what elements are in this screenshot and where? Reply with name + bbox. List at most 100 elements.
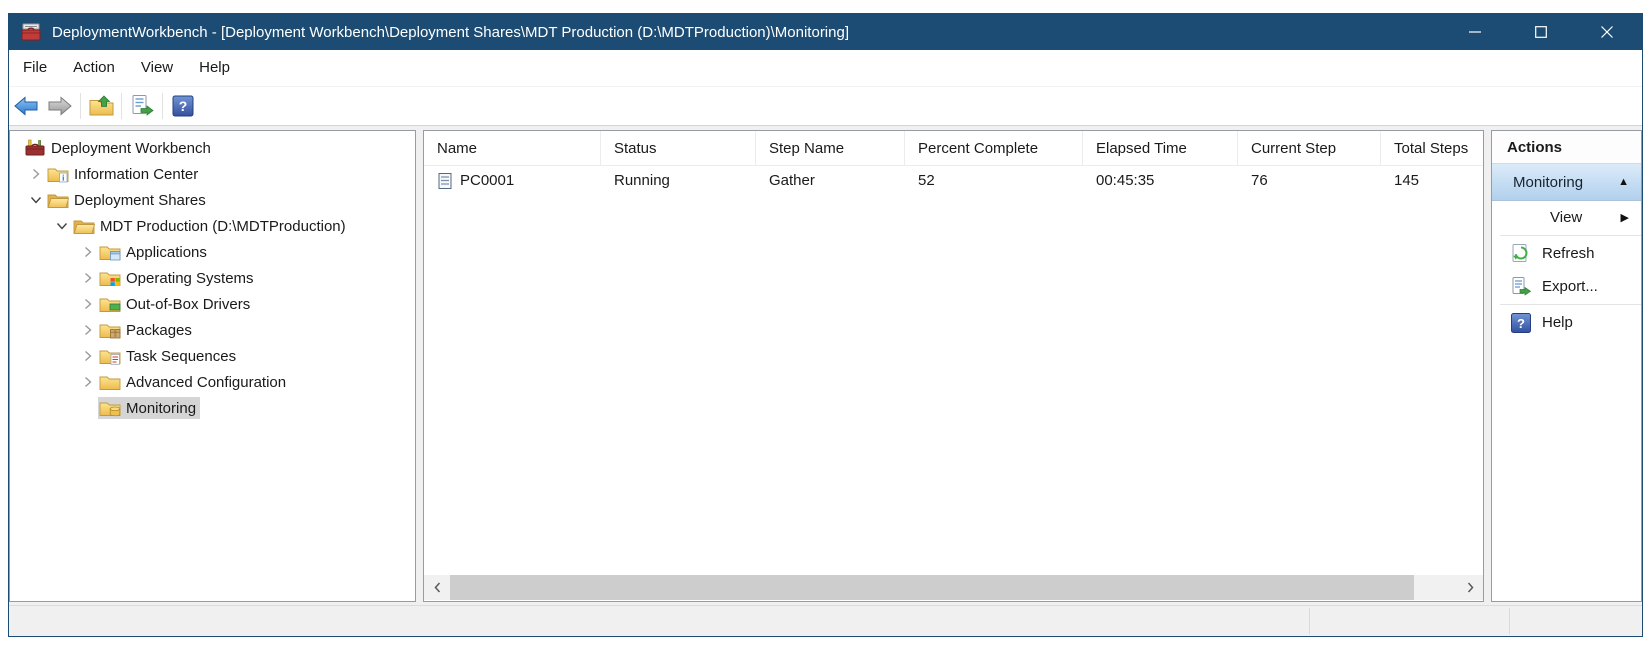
actions-separator (1500, 235, 1641, 236)
plain-folder-icon (99, 376, 121, 390)
column-header-total-steps[interactable]: Total Steps (1381, 131, 1483, 165)
tree-item-deployment-shares[interactable]: Deployment Shares (10, 187, 415, 213)
column-header-label: Step Name (769, 139, 845, 157)
chevron-collapsed-icon[interactable] (78, 320, 98, 340)
back-button[interactable] (9, 90, 43, 122)
chevron-collapsed-icon[interactable] (78, 242, 98, 262)
cell-status: Running (614, 172, 670, 189)
chevron-collapsed-icon[interactable] (78, 346, 98, 366)
horizontal-scrollbar[interactable] (424, 575, 1483, 600)
open-folder-icon (47, 194, 69, 208)
column-header-label: Total Steps (1394, 139, 1469, 157)
actions-group-label: Monitoring (1513, 173, 1584, 191)
menu-help[interactable]: Help (199, 59, 230, 76)
menu-view[interactable]: View (140, 59, 174, 76)
tree-item-advanced-configuration[interactable]: Advanced Configuration (10, 369, 415, 395)
tree-item-out-of-box-drivers[interactable]: Out-of-Box Drivers (10, 291, 415, 317)
action-refresh[interactable]: Refresh (1492, 237, 1641, 270)
action-label: Help (1542, 314, 1573, 331)
tree-item-mdt-production[interactable]: MDT Production (D:\MDTProduction) (10, 213, 415, 239)
column-header-label: Percent Complete (918, 139, 1039, 157)
column-header-label: Name (437, 139, 478, 157)
toolbar: ? (9, 87, 1642, 126)
forward-button[interactable] (43, 90, 77, 122)
tree-item-monitoring[interactable]: Monitoring (10, 395, 415, 421)
tree-item-label: Packages (126, 321, 192, 339)
help-button[interactable]: ? (166, 90, 200, 122)
tree-item-label: Operating Systems (126, 269, 254, 287)
cell-current-step: 76 (1251, 172, 1268, 189)
help-icon: ? (172, 95, 194, 117)
content-area: Deployment Workbench i Information Cente… (9, 127, 1642, 605)
cell-percent-complete: 52 (918, 172, 935, 189)
tree-item-packages[interactable]: Packages (10, 317, 415, 343)
action-export[interactable]: Export... (1492, 270, 1641, 303)
column-header-label: Elapsed Time (1096, 139, 1187, 157)
export-list-icon (132, 95, 154, 116)
svg-text:?: ? (179, 98, 188, 114)
toolbar-separator (121, 93, 122, 119)
tree-item-information-center[interactable]: i Information Center (10, 161, 415, 187)
cell-total-steps: 145 (1394, 172, 1420, 189)
toolbar-separator (162, 93, 163, 119)
tree-item-label: Task Sequences (126, 347, 237, 365)
menu-file[interactable]: File (23, 59, 48, 76)
tree-item-deployment-workbench[interactable]: Deployment Workbench (10, 135, 415, 161)
chevron-expanded-icon[interactable] (52, 216, 72, 236)
svg-text:i: i (62, 173, 65, 182)
action-label: View (1550, 209, 1583, 226)
column-header-name[interactable]: Name (424, 131, 601, 165)
column-header-status[interactable]: Status (601, 131, 756, 165)
action-help[interactable]: ? Help (1492, 306, 1641, 339)
chevron-collapsed-icon[interactable] (78, 268, 98, 288)
svg-text:?: ? (1517, 316, 1525, 331)
tree-item-task-sequences[interactable]: Task Sequences (10, 343, 415, 369)
status-bar-separator (1309, 608, 1310, 634)
menu-bar: File Action View Help (9, 50, 1642, 87)
refresh-icon (1512, 243, 1528, 262)
tree-selection-highlight: Monitoring (98, 397, 201, 419)
scrollbar-thumb[interactable] (450, 575, 1414, 600)
column-header-current-step[interactable]: Current Step (1238, 131, 1381, 165)
monitor-row-pc0001[interactable]: PC0001 Running Gather 52 00:45:35 76 145 (424, 166, 1483, 195)
window-title: DeploymentWorkbench - [Deployment Workbe… (52, 23, 849, 41)
column-header-label: Status (614, 139, 657, 157)
tree-item-label: Applications (126, 243, 207, 261)
scroll-right-button[interactable] (1457, 575, 1483, 600)
scroll-left-button[interactable] (424, 575, 450, 600)
tree-item-applications[interactable]: Applications (10, 239, 415, 265)
tree-item-label: Monitoring (126, 399, 197, 417)
tree-item-label: Deployment Workbench (51, 139, 211, 157)
show-console-tree-button[interactable] (84, 90, 118, 122)
tree-item-operating-systems[interactable]: Operating Systems (10, 265, 415, 291)
column-header-step-name[interactable]: Step Name (756, 131, 905, 165)
applications-folder-icon (99, 246, 121, 261)
column-header-percent-complete[interactable]: Percent Complete (905, 131, 1083, 165)
export-list-icon (1512, 276, 1532, 296)
chevron-right-icon (1467, 582, 1474, 593)
actions-group-monitoring[interactable]: Monitoring ▲ (1492, 164, 1641, 201)
computer-report-icon (438, 172, 452, 189)
chevron-expanded-icon[interactable] (26, 190, 46, 210)
status-bar-separator (1509, 608, 1510, 634)
collapse-triangle-icon[interactable]: ▲ (1618, 176, 1629, 188)
chevron-collapsed-icon[interactable] (78, 372, 98, 392)
action-label: Refresh (1542, 245, 1595, 262)
cell-step-name: Gather (769, 172, 815, 189)
information-center-folder-icon: i (47, 168, 69, 183)
chevron-collapsed-icon[interactable] (26, 164, 46, 184)
menu-action[interactable]: Action (73, 59, 115, 76)
tree-item-label: Deployment Shares (74, 191, 206, 209)
maximize-button[interactable] (1508, 14, 1574, 50)
export-list-button[interactable] (125, 90, 159, 122)
minimize-button[interactable] (1442, 14, 1508, 50)
column-header-elapsed-time[interactable]: Elapsed Time (1083, 131, 1238, 165)
close-button[interactable] (1574, 14, 1640, 50)
packages-folder-icon (99, 324, 121, 339)
app-window: DeploymentWorkbench - [Deployment Workbe… (8, 13, 1643, 637)
cell-elapsed-time: 00:45:35 (1096, 172, 1155, 189)
status-bar (9, 605, 1642, 636)
chevron-collapsed-icon[interactable] (78, 294, 98, 314)
tree-item-label: Information Center (74, 165, 199, 183)
action-view[interactable]: View ▶ (1492, 201, 1641, 234)
